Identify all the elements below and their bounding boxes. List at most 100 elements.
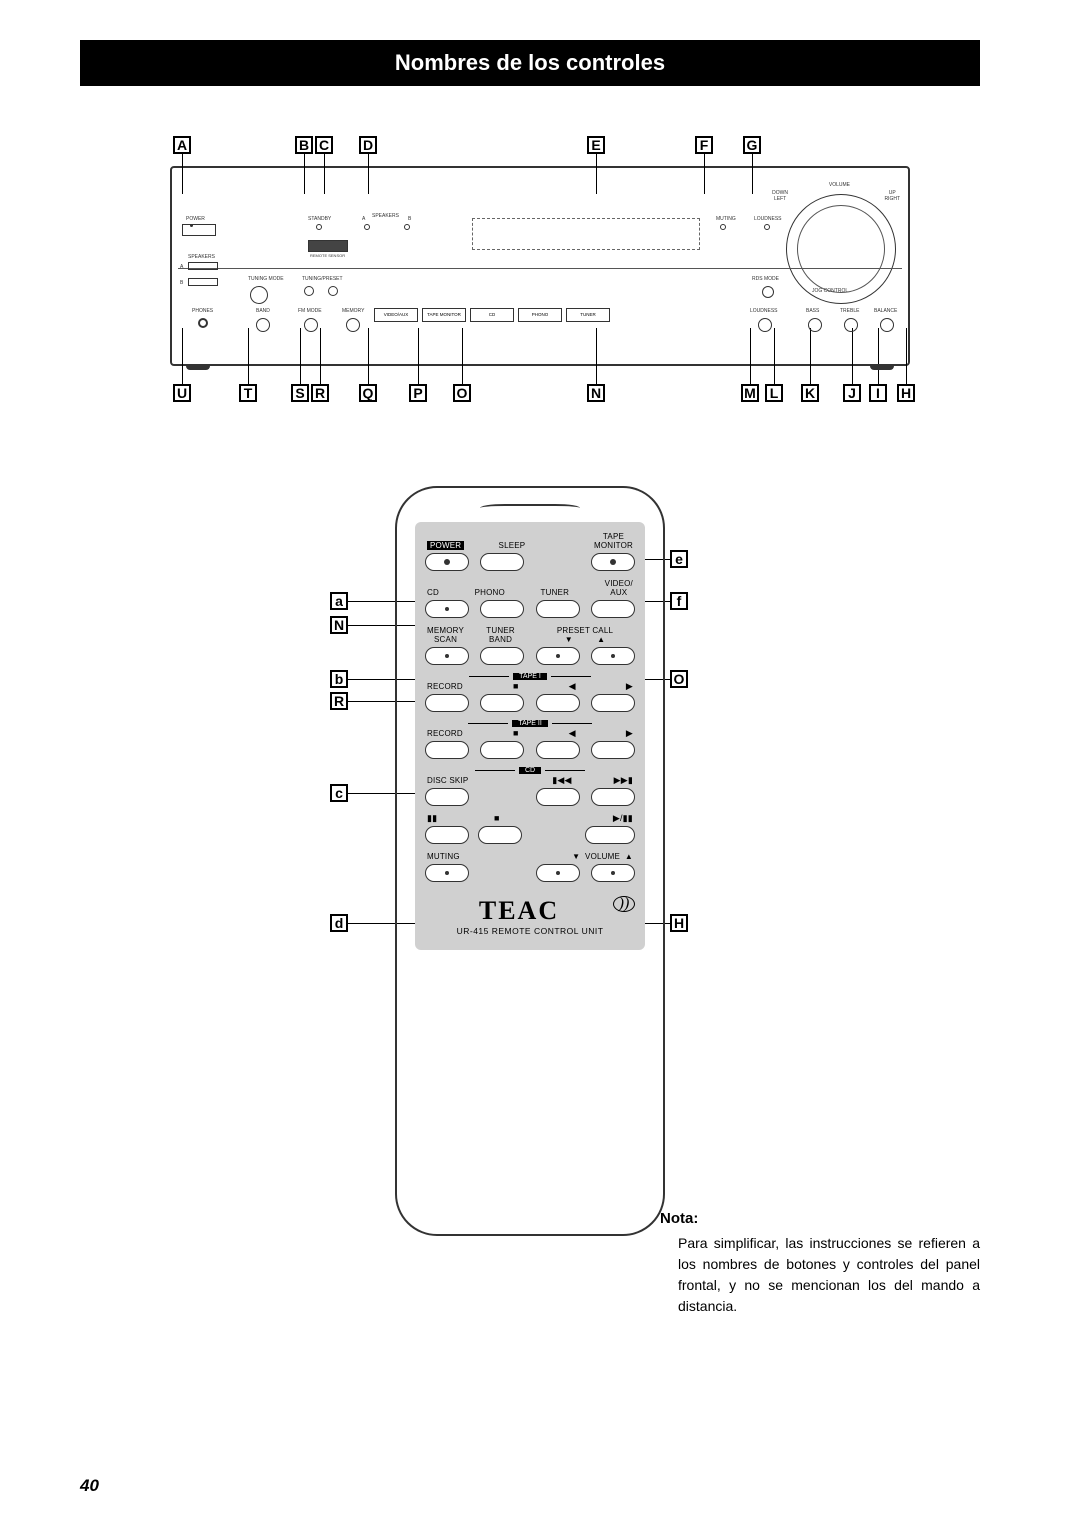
label-spk-b: B bbox=[408, 216, 411, 222]
label-sleep: SLEEP bbox=[499, 541, 526, 550]
remote-callout-c: c bbox=[330, 784, 348, 802]
label-loudness2: LOUDNESS bbox=[750, 308, 778, 314]
label-loudness: LOUDNESS bbox=[754, 216, 782, 222]
label-bass: BASS bbox=[806, 308, 819, 314]
tuning-up bbox=[328, 286, 338, 296]
receiver-diagram: ABCDEFG UTSRQPONMLKJIH VOLUME DOWN LEFT … bbox=[170, 166, 980, 366]
label-spk-word: SPEAKERS bbox=[372, 213, 399, 219]
callout-L: L bbox=[765, 384, 783, 402]
label-tuning-preset: TUNING/PRESET bbox=[302, 276, 343, 282]
remote-callout-e: e bbox=[670, 550, 688, 568]
btn-video-aux: VIDEO/AUX bbox=[374, 308, 418, 322]
remote-keypad: POWER SLEEP TAPE MONITOR CD PHONO TUNER bbox=[415, 522, 645, 950]
speaker-a-btn bbox=[188, 262, 218, 270]
label-jog-control: JOG CONTROL bbox=[812, 288, 848, 294]
balance-knob bbox=[880, 318, 894, 332]
btn-tape1-rec bbox=[425, 694, 469, 712]
label-up-right: UP RIGHT bbox=[884, 190, 900, 202]
page-number: 40 bbox=[80, 1476, 99, 1496]
label-power: POWER bbox=[186, 216, 205, 222]
btn-cd-pause bbox=[425, 826, 469, 844]
ir-mark-icon: )) bbox=[613, 896, 635, 912]
remote-callout-H: H bbox=[670, 914, 688, 932]
callout-C: C bbox=[315, 136, 333, 154]
spk-a-led bbox=[364, 224, 370, 230]
label-volume: VOLUME bbox=[829, 182, 850, 188]
btn-preset-down bbox=[536, 647, 580, 665]
btn-tape-monitor: TAPE MONITOR bbox=[422, 308, 466, 322]
receiver-panel: ABCDEFG UTSRQPONMLKJIH VOLUME DOWN LEFT … bbox=[170, 166, 910, 366]
remote-callout-b: b bbox=[330, 670, 348, 688]
title-bar: Nombres de los controles bbox=[80, 40, 980, 86]
btn-memory-scan bbox=[425, 647, 469, 665]
btn-cd bbox=[425, 600, 469, 618]
callout-Q: Q bbox=[359, 384, 377, 402]
label-speakers-side: SPEAKERS bbox=[188, 254, 215, 260]
note-block: Nota: Para simplificar, las instruccione… bbox=[660, 1210, 980, 1317]
btn-muting bbox=[425, 864, 469, 882]
tuning-mode-knob bbox=[250, 286, 268, 304]
btn-tuner: TUNER bbox=[566, 308, 610, 322]
remote-body: POWER SLEEP TAPE MONITOR CD PHONO TUNER bbox=[395, 486, 665, 1236]
btn-video-aux bbox=[591, 600, 635, 618]
brand-model: UR-415 REMOTE CONTROL UNIT bbox=[425, 926, 635, 936]
fm-mode-knob bbox=[304, 318, 318, 332]
callout-S: S bbox=[291, 384, 309, 402]
btn-tape2-rec bbox=[425, 741, 469, 759]
callout-T: T bbox=[239, 384, 257, 402]
label-phones: PHONES bbox=[192, 308, 213, 314]
callout-B: B bbox=[295, 136, 313, 154]
callout-F: F bbox=[695, 136, 713, 154]
btn-cd-play bbox=[585, 826, 635, 844]
callout-O: O bbox=[453, 384, 471, 402]
btn-band bbox=[480, 647, 524, 665]
callout-A: A bbox=[173, 136, 191, 154]
btn-tape2-stop bbox=[480, 741, 524, 759]
remote-callout-R: R bbox=[330, 692, 348, 710]
power-button bbox=[182, 224, 216, 236]
label-band: BAND bbox=[256, 308, 270, 314]
callout-U: U bbox=[173, 384, 191, 402]
label-tape-monitor: TAPE MONITOR bbox=[594, 532, 633, 550]
label-preset-call: PRESET CALL▼ ▲ bbox=[537, 626, 633, 644]
band-knob bbox=[256, 318, 270, 332]
label-remote-sensor: REMOTE SENSOR bbox=[310, 253, 345, 258]
power-led bbox=[190, 224, 193, 227]
label-memory: MEMORY bbox=[342, 308, 364, 314]
btn-power bbox=[425, 553, 469, 571]
btn-tape1-rew bbox=[536, 694, 580, 712]
callout-N: N bbox=[587, 384, 605, 402]
callout-K: K bbox=[801, 384, 819, 402]
tuning-down bbox=[304, 286, 314, 296]
btn-preset-up bbox=[591, 647, 635, 665]
rds-mode-btn bbox=[762, 286, 774, 298]
btn-tape-monitor bbox=[591, 553, 635, 571]
remote-callout-O: O bbox=[670, 670, 688, 688]
label-rds-mode: RDS MODE bbox=[752, 276, 779, 282]
btn-tape2-ff bbox=[591, 741, 635, 759]
loudness-knob bbox=[758, 318, 772, 332]
callout-P: P bbox=[409, 384, 427, 402]
brand-logo: TEAC bbox=[479, 896, 559, 925]
memory-knob bbox=[346, 318, 360, 332]
btn-tape1-stop bbox=[480, 694, 524, 712]
source-buttons: VIDEO/AUX TAPE MONITOR CD PHONO TUNER bbox=[374, 308, 610, 322]
btn-tape2-rew bbox=[536, 741, 580, 759]
label-tuner: TUNER bbox=[541, 588, 570, 597]
btn-cd: CD bbox=[470, 308, 514, 322]
remote-callout-f: f bbox=[670, 592, 688, 610]
callout-D: D bbox=[359, 136, 377, 154]
callout-I: I bbox=[869, 384, 887, 402]
callout-E: E bbox=[587, 136, 605, 154]
btn-cd-stop bbox=[478, 826, 522, 844]
remote-callout-a: a bbox=[330, 592, 348, 610]
muting-led bbox=[720, 224, 726, 230]
speaker-b-btn bbox=[188, 278, 218, 286]
callout-M: M bbox=[741, 384, 759, 402]
callout-R: R bbox=[311, 384, 329, 402]
remote-callout-d: d bbox=[330, 914, 348, 932]
loudness-led bbox=[764, 224, 770, 230]
remote-sensor bbox=[308, 240, 348, 252]
note-body: Para simplificar, las instrucciones se r… bbox=[660, 1233, 980, 1317]
callout-G: G bbox=[743, 136, 761, 154]
